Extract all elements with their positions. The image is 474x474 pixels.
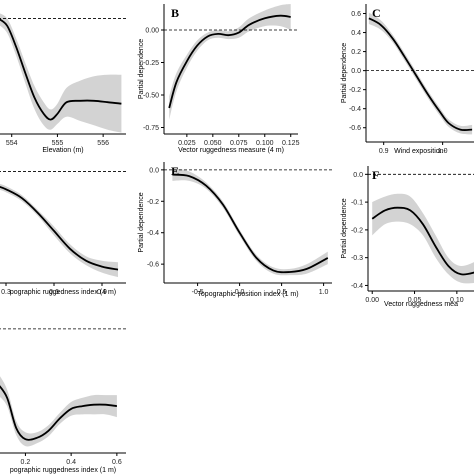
x-tick-label: 0.00 [365, 297, 379, 304]
x-tick-label: 0.100 [256, 140, 274, 147]
plot-area [164, 4, 298, 120]
y-tick-label: -0.4 [351, 283, 363, 290]
y-axis-title: Partial dependence [341, 198, 348, 258]
x-tick-label: 0.0 [235, 289, 245, 296]
x-tick-label: 555 [52, 140, 64, 147]
y-tick-label: -0.2 [349, 87, 361, 94]
x-tick-label: 0.075 [230, 140, 248, 147]
y-tick-label: 0.6 [351, 11, 361, 18]
x-tick-label: 0.05 [408, 297, 422, 304]
panel-label: B [171, 6, 179, 20]
partial-dependence-curve [371, 206, 474, 276]
panel-label: C [372, 6, 381, 20]
x-tick-label: 0.050 [204, 140, 222, 147]
panel-vrm4: 0.025 0.050 0.075 0.100 0.125 0.00 -0.25 -0.50 -… [138, 4, 300, 154]
confidence-band [0, 13, 122, 133]
plot-area [368, 173, 474, 284]
partial-dependence-curve [0, 185, 119, 271]
y-tick-label: 0.0 [353, 172, 363, 179]
y-tick-label: -0.25 [143, 60, 159, 67]
y-tick-label: 0.0 [351, 68, 361, 75]
x-tick-label: 554 [6, 140, 18, 147]
x-tick-label: 0.10 [450, 297, 464, 304]
y-tick-label: -0.6 [147, 262, 159, 269]
confidence-band [0, 376, 117, 447]
y-tick-label: -0.4 [349, 106, 361, 113]
y-tick-label: -0.1 [351, 200, 363, 207]
y-tick-label: 0.2 [351, 49, 361, 56]
plot-area [0, 13, 126, 133]
partial-dependence-curve [0, 385, 118, 441]
y-axis-title: Partial dependence [138, 39, 145, 99]
x-tick-label: 1.0 [438, 148, 448, 155]
y-tick-label: -0.4 [147, 230, 159, 237]
y-tick-label: -0.2 [351, 227, 363, 234]
y-tick-label: -0.3 [351, 255, 363, 262]
partial-dependence-curve [368, 17, 473, 131]
x-axis-title: Topographic position index (1 m) [197, 291, 298, 298]
confidence-band [368, 12, 473, 135]
partial-dependence-curve [168, 14, 291, 109]
x-axis-title: Vector ruggedness measure (4 m) [178, 147, 284, 154]
y-tick-label: -0.2 [147, 199, 159, 206]
panel-elev: 554 555 556 Elevation (m) [0, 13, 126, 154]
x-tick-label: 0.4 [66, 459, 76, 466]
confidence-band [372, 193, 474, 284]
x-tick-label: 0.025 [178, 140, 196, 147]
panel-label: F [372, 168, 379, 182]
plot-area [366, 12, 474, 135]
plot-area [164, 168, 332, 276]
x-tick-label: 1.0 [319, 289, 329, 296]
confidence-band [0, 183, 118, 278]
x-axis-title: Wind exposition- [394, 148, 446, 155]
x-tick-label: 0.125 [282, 140, 300, 147]
x-tick-label: 0.6 [112, 459, 122, 466]
y-tick-label: 0.0 [149, 167, 159, 174]
x-axis-title: pographic ruggedness index (1 m) [10, 467, 116, 474]
y-tick-label: 0.00 [145, 28, 159, 35]
plot-area [0, 171, 126, 278]
x-tick-label: 0.5 [277, 289, 287, 296]
x-axis-title: Elevation (m) [42, 147, 83, 154]
y-axis-title: Partial dependence [341, 43, 348, 103]
y-tick-label: -0.75 [143, 125, 159, 132]
y-tick-label: 0.4 [351, 30, 361, 37]
plot-area [0, 328, 126, 447]
panel-windexp: 0.9 1.0 0.6 0.4 0.2 0.0 -0.2 -0.4 -0.6 Wind expos… [341, 4, 474, 155]
x-tick-label: 0.9 [97, 289, 107, 296]
x-tick-label: 556 [97, 140, 109, 147]
panel-vrm1: 0.00 0.05 0.10 0.0 -0.1 -0.2 -0.3 -0.4 Vector ru… [341, 166, 474, 308]
x-tick-label: 0.3 [1, 289, 11, 296]
y-tick-label: -0.6 [349, 125, 361, 132]
confidence-band [172, 168, 328, 276]
x-axis-title: Vector ruggedness mea [384, 301, 458, 308]
partial-dependence-curve [172, 173, 329, 274]
partial-dependence-curve [0, 18, 122, 121]
x-axis-title: pographic ruggedness index (4 m) [10, 289, 116, 296]
x-tick-label: -0.5 [192, 289, 204, 296]
x-tick-label: 0.9 [379, 148, 389, 155]
panel-label: E [171, 164, 179, 178]
x-tick-label: 0.2 [21, 459, 31, 466]
x-tick-label: 0.6 [49, 289, 59, 296]
y-axis-title: Partial dependence [138, 192, 145, 252]
panel-tpi1: -0.5 0.0 0.5 1.0 0.0 -0.2 -0.4 -0.6 Topographic … [138, 162, 332, 298]
y-tick-label: -0.50 [143, 93, 159, 100]
